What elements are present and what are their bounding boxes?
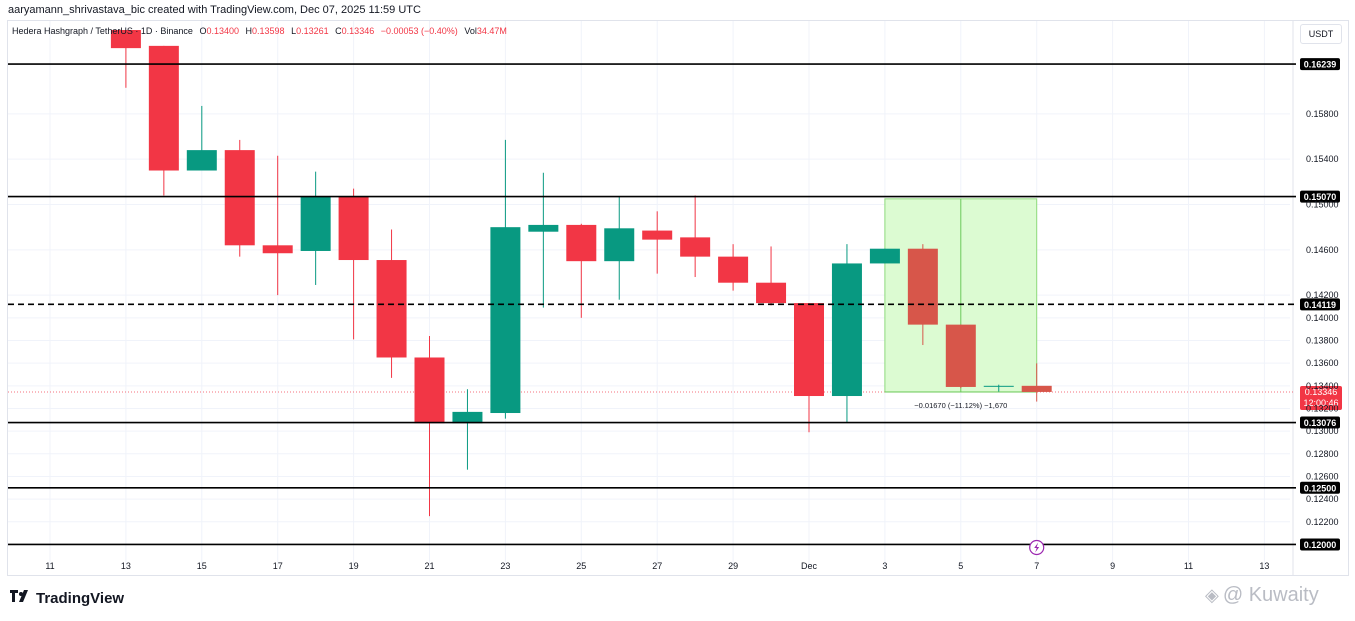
level-label: 0.12500: [1304, 483, 1337, 493]
candle-body: [794, 303, 824, 397]
measure-label: −0.01670 (−11.12%) −1,670: [914, 401, 1007, 410]
y-tick-label: 0.14200: [1306, 290, 1339, 300]
candle-body: [566, 224, 597, 262]
candle-body: [300, 196, 331, 251]
level-label-bg: [1300, 298, 1340, 311]
x-tick-label: 29: [728, 561, 738, 571]
x-tick-label: 25: [576, 561, 586, 571]
y-tick-label: 0.12600: [1306, 471, 1339, 481]
candle-body: [983, 385, 1014, 387]
y-tick-label: 0.13600: [1306, 358, 1339, 368]
time-axis: 11 13 15 17 19 21 23 25 27 29 Dec 3 5 7 9 11 13: [45, 561, 1269, 571]
countdown-label: 12:00:46: [1303, 398, 1338, 408]
candle-body: [869, 248, 900, 264]
current-price-label: 0.13346: [1305, 387, 1338, 397]
candle-body: [262, 245, 293, 254]
level-label: 0.14119: [1304, 300, 1336, 310]
level-label-bg: [1300, 538, 1340, 551]
x-tick-label: 19: [349, 561, 359, 571]
x-tick-label: 11: [1184, 561, 1193, 571]
x-tick-label: 7: [1034, 561, 1039, 571]
candle-body: [186, 150, 217, 171]
tradingview-logo-icon: [10, 590, 32, 608]
x-tick-label: 21: [424, 561, 434, 571]
y-tick-label: 0.15000: [1306, 200, 1339, 210]
level-label: 0.13076: [1304, 418, 1337, 428]
grid-lines: [8, 21, 1294, 575]
current-price-bg: [1300, 385, 1342, 410]
level-label-bg: [1300, 58, 1340, 71]
candle-body: [110, 30, 141, 49]
candle-body: [680, 237, 711, 257]
candle-body: [945, 324, 976, 387]
x-tick-label: 5: [958, 561, 963, 571]
tradingview-logo-text: TradingView: [36, 590, 125, 607]
candle-body: [414, 357, 445, 424]
x-tick-label: 27: [652, 561, 662, 571]
x-tick-label: 9: [1110, 561, 1115, 571]
candle-body: [642, 230, 673, 240]
change-value: −0.00053 (−0.40%): [380, 26, 458, 36]
candle-body: [338, 196, 369, 261]
y-tick-label: 0.12800: [1306, 449, 1339, 459]
open-value: 0.13400: [206, 26, 240, 36]
y-tick-label: 0.13200: [1306, 403, 1339, 413]
candle-body: [490, 227, 521, 414]
level-label: 0.15070: [1304, 192, 1337, 202]
x-tick-label: 17: [273, 561, 283, 571]
candle-body: [224, 150, 255, 246]
watermark-diamond-icon: ◈: [1205, 585, 1219, 605]
x-tick-label: 11: [45, 561, 54, 571]
candles: [110, 30, 1052, 517]
candle-body: [831, 263, 862, 397]
chart-credit: aaryamann_shrivastava_bic created with T…: [8, 4, 421, 16]
candle-body: [718, 256, 749, 283]
y-tick-label: 0.12200: [1306, 517, 1339, 527]
chart-frame: [7, 20, 1349, 576]
horizontal-levels: 0.16239 0.15070 0.14119 0.13076 0.12500 0.120…: [8, 58, 1342, 556]
level-label: 0.12000: [1304, 540, 1337, 550]
y-tick-label: 0.15400: [1306, 154, 1339, 164]
currency-button[interactable]: USDT: [1300, 24, 1342, 44]
symbol-legend: Hedera Hashgraph / TetherUS · 1D · Binan…: [12, 26, 507, 36]
symbol-name: Hedera Hashgraph / TetherUS · 1D · Binan…: [12, 26, 193, 36]
x-tick-label: 3: [882, 561, 887, 571]
level-label: 0.16239: [1304, 60, 1337, 70]
x-tick-label: 15: [197, 561, 207, 571]
x-tick-label: 13: [121, 561, 131, 571]
y-tick-label: 0.14000: [1306, 313, 1339, 323]
candle-body: [1021, 385, 1052, 392]
tradingview-logo[interactable]: TradingView: [10, 590, 124, 608]
candle-body: [604, 228, 635, 262]
x-tick-label: Dec: [801, 561, 818, 571]
candle-body: [452, 411, 483, 424]
low-value: 0.13261: [296, 26, 329, 36]
level-label-bg: [1300, 481, 1340, 494]
level-label-bg: [1300, 416, 1340, 429]
volume-value: 34.47M: [476, 26, 507, 36]
level-label-bg: [1300, 190, 1340, 203]
candle-body: [907, 248, 938, 325]
watermark: ◈ @ Kuwaity: [1205, 584, 1319, 606]
high-value: 0.13598: [252, 26, 285, 36]
candle-body: [148, 45, 179, 171]
candle-body: [376, 260, 407, 358]
y-tick-label: 0.13800: [1306, 335, 1339, 345]
y-tick-label: 0.13400: [1306, 381, 1339, 391]
y-tick-label: 0.12400: [1306, 494, 1339, 504]
y-tick-label: 0.15800: [1306, 109, 1339, 119]
lightning-glyph: [1034, 542, 1040, 553]
x-tick-label: 13: [1259, 561, 1269, 571]
close-value: 0.13346: [341, 26, 375, 36]
price-axis: 0.15800 0.15400 0.15000 0.14600 0.14200 0.140…: [1306, 109, 1339, 527]
x-tick-label: 23: [500, 561, 510, 571]
candle-body: [528, 224, 559, 232]
y-tick-label: 0.14600: [1306, 245, 1339, 255]
y-tick-label: 0.13000: [1306, 426, 1339, 436]
candle-body: [756, 282, 787, 304]
